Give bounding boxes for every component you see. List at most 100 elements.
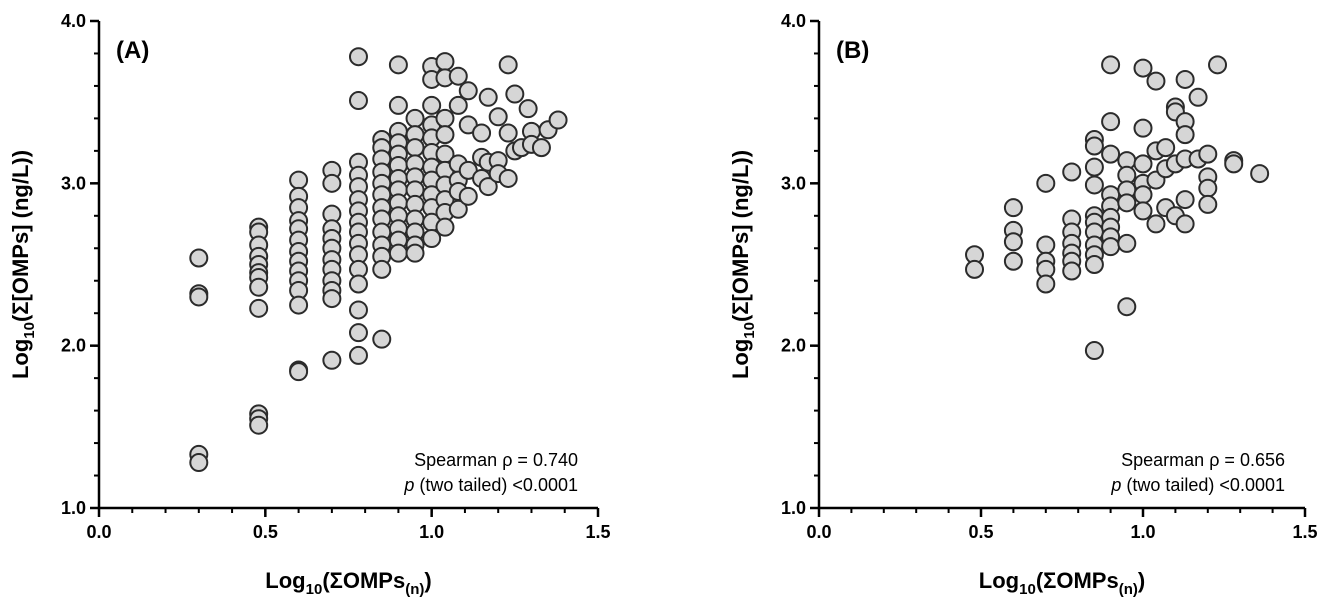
x-title-prefix: Log [265,568,305,593]
p-value-text: (two tailed) <0.0001 [414,475,578,495]
data-point [1062,162,1082,182]
x-tick-label: 1.0 [419,522,444,542]
data-point [189,248,209,268]
data-point [1175,214,1195,234]
panel-label: (B) [836,37,869,64]
data-point [1101,55,1121,75]
y-tick-label: 4.0 [781,11,806,31]
x-tick-label: 0.5 [253,522,278,542]
data-point [1175,69,1195,89]
data-points [965,55,1270,361]
data-point [498,168,518,188]
x-title-prefix: Log [979,568,1019,593]
data-point [422,95,442,115]
data-point [1198,144,1218,164]
data-point [518,99,538,119]
data-point [1036,173,1056,193]
data-point [249,277,269,297]
x-title-main: (ΣOMPs [322,568,405,593]
p-symbol: p [1110,475,1121,495]
data-point [1003,251,1023,271]
data-point [435,52,455,72]
data-point [965,259,985,279]
y-tick-label: 1.0 [781,498,806,518]
data-point [348,323,368,343]
y-title-prefix: Log [728,339,753,379]
data-point [505,84,525,104]
data-point [1198,178,1218,198]
x-tick-label: 0.0 [806,522,831,542]
p-symbol: p [403,475,414,495]
y-tick-label: 1.0 [61,498,86,518]
data-point [372,329,392,349]
data-point [372,259,392,279]
panel-label: (A) [116,37,149,64]
y-tick-label: 4.0 [61,11,86,31]
y-axis-title: Log10(Σ[OMPs] (ng/L)) [8,150,38,379]
data-point [1175,190,1195,210]
data-point [435,125,455,145]
y-tick-label: 2.0 [781,336,806,356]
x-tick-label: 1.5 [1292,522,1317,542]
data-point [388,55,408,75]
data-point [1101,237,1121,257]
data-point [1146,71,1166,91]
x-axis-title: Log10(ΣOMPs(n)) [265,568,431,597]
data-point [289,362,309,382]
data-point [1117,193,1137,213]
data-point [422,229,442,249]
data-point [435,217,455,237]
data-point [498,55,518,75]
data-point [1036,274,1056,294]
data-point [1003,232,1023,252]
data-point [1117,297,1137,317]
data-point [498,123,518,143]
data-point [348,345,368,365]
data-point [1175,125,1195,145]
x-tick-label: 0.0 [86,522,111,542]
data-point [1156,138,1176,158]
y-tick-label: 2.0 [61,336,86,356]
spearman-stat: Spearman ρ = 0.740 [414,450,578,470]
data-point [1101,112,1121,132]
data-point [1003,198,1023,218]
data-point [448,66,468,86]
data-point [322,350,342,370]
x-title-sub2: (n) [1119,581,1138,597]
data-point [548,110,568,130]
data-point [249,298,269,318]
data-point [405,138,425,158]
data-point [348,300,368,320]
data-point [1133,58,1153,78]
x-tick-label: 1.5 [585,522,610,542]
y-title-main: (Σ[OMPs] (ng/L)) [8,150,33,322]
scatter-panel-b: 1.0 2.0 3.0 4.0 0.0 0.5 1.0 1.5 (B) Spearman ρ = … [728,11,1318,597]
x-title-close: ) [424,568,431,593]
data-point [1101,144,1121,164]
x-axis-title: Log10(ΣOMPs(n)) [979,568,1145,597]
scatter-panel-a: 1.0 2.0 3.0 4.0 0.0 0.5 1.0 1.5 (A) Spearman ρ = … [8,11,611,597]
data-point [1224,154,1244,174]
p-value-text: (two tailed) <0.0001 [1121,475,1285,495]
data-point [289,295,309,315]
x-title-sub2: (n) [405,581,424,597]
y-tick-label: 3.0 [781,173,806,193]
data-point [348,47,368,67]
data-point [1084,175,1104,195]
data-point [388,243,408,263]
data-point [348,274,368,294]
data-point [448,95,468,115]
data-point [1208,55,1228,75]
data-point [531,138,551,158]
data-point [388,95,408,115]
x-title-main: (ΣOMPs [1036,568,1119,593]
p-value-stat: p (two tailed) <0.0001 [403,475,578,495]
data-point [448,199,468,219]
data-point [1250,164,1270,184]
x-tick-label: 1.0 [1130,522,1155,542]
data-point [1146,214,1166,234]
data-point [289,170,309,190]
data-point [488,107,508,127]
data-point [1133,201,1153,221]
data-point [435,108,455,128]
